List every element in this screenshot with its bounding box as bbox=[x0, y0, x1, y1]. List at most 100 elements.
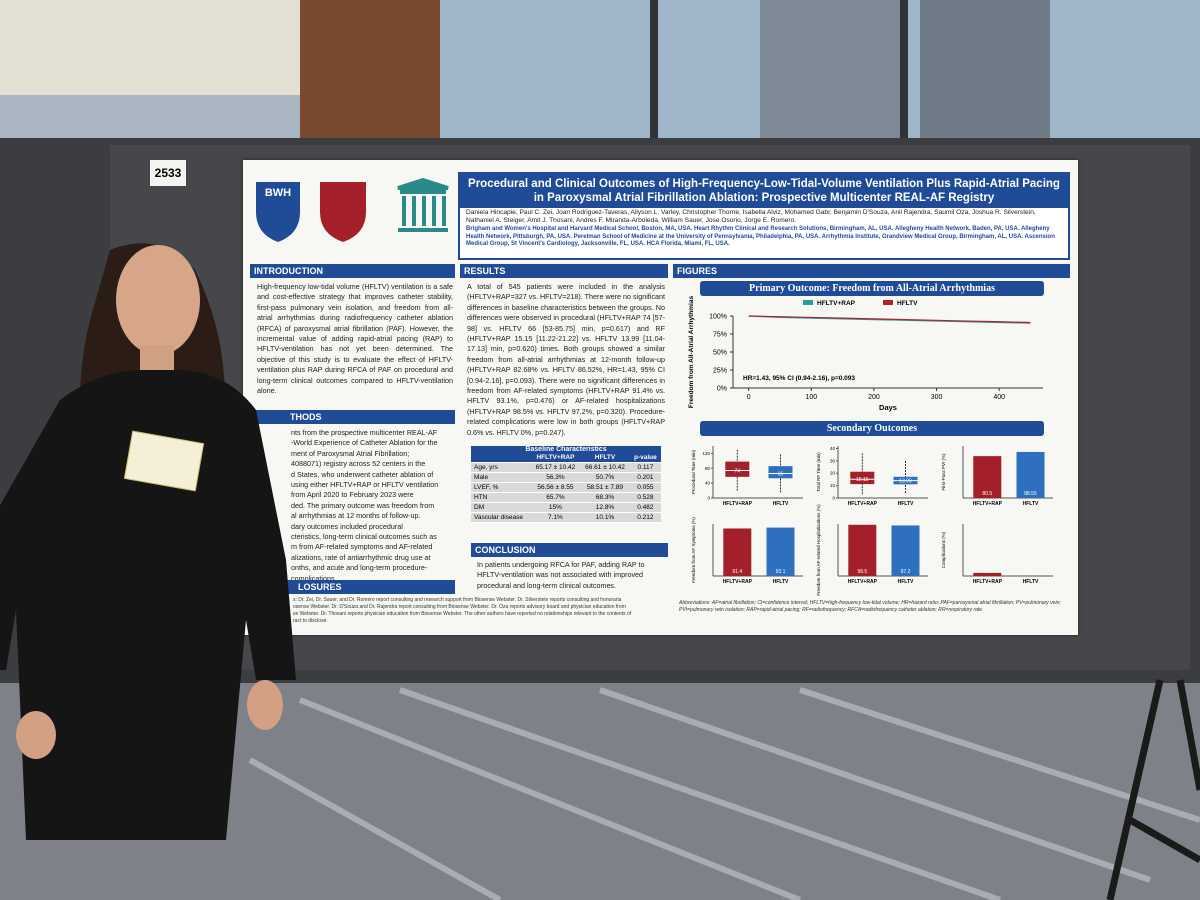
easel bbox=[1106, 679, 1200, 900]
annotation: HR=1.43, 95% CI (0.94-2.16), p=0.093 bbox=[743, 375, 855, 382]
authors: Daniela Hincapie, Paul C. Zei, Joan Rodr… bbox=[466, 209, 1036, 224]
hand bbox=[247, 680, 283, 730]
building bbox=[760, 0, 900, 140]
x-tick-label: HFLTV bbox=[773, 579, 789, 585]
methods-line: dary outcomes included procedural bbox=[291, 521, 403, 531]
value-label: 91.4 bbox=[732, 569, 742, 575]
hand bbox=[16, 711, 56, 759]
name-badge bbox=[123, 430, 205, 492]
x-tick-label: HFLTV+RAP bbox=[848, 579, 878, 585]
table-cell: 56.3% bbox=[530, 472, 581, 483]
methods-line: alizations, rate of antiarrhythmic drug … bbox=[291, 552, 431, 562]
x-axis-label: Days bbox=[879, 403, 897, 412]
legend-label: HFLTV bbox=[897, 300, 918, 307]
window bbox=[0, 95, 300, 145]
abbreviations: Abbreviations: AF=atrial fibrillation; C… bbox=[679, 600, 1061, 613]
table-cell: Male bbox=[471, 472, 531, 483]
survival-curve bbox=[748, 315, 1031, 324]
introduction-text: High-frequency low-tidal volume (HFLTV) … bbox=[257, 282, 453, 396]
arm bbox=[20, 560, 70, 740]
x-tick-label: 300 bbox=[931, 394, 943, 401]
y-tick-label: 50% bbox=[713, 350, 727, 357]
box bbox=[850, 471, 875, 485]
x-tick-label: HFLTV+RAP bbox=[723, 579, 753, 585]
methods-line: from April 2020 to February 2023 were bbox=[291, 490, 414, 500]
table-row: DM 15% 12.8% 0.482 bbox=[471, 502, 661, 513]
figure-title: Secondary Outcomes bbox=[700, 421, 1044, 436]
methods-line: -World Experience of Catheter Ablation f… bbox=[291, 438, 438, 448]
face bbox=[116, 245, 200, 355]
figure-title: Primary Outcome: Freedom from All-Atrial… bbox=[700, 281, 1044, 296]
x-tick-label: HFLTV+RAP bbox=[973, 579, 1003, 585]
value-label: 0.6 bbox=[984, 569, 991, 575]
x-tick-label: 400 bbox=[993, 394, 1005, 401]
table-cell: 12.8% bbox=[580, 502, 630, 513]
section-heading: THODS bbox=[250, 410, 455, 424]
x-tick-label: HFLTV bbox=[898, 501, 914, 507]
methods-line: onths, and acute and long-term procedure… bbox=[291, 563, 428, 573]
table-title: Baseline Characteristics bbox=[471, 446, 661, 453]
title-box: Procedural and Clinical Outcomes of High… bbox=[458, 172, 1070, 260]
results-text: A total of 545 patients were included in… bbox=[467, 282, 665, 437]
y-tick-label: 120 bbox=[702, 451, 710, 456]
methods-line: al arrhythmias at 12 months of follow-up… bbox=[291, 511, 421, 521]
value-label: 93.1 bbox=[776, 569, 786, 575]
x-tick-label: HFLTV bbox=[1023, 501, 1039, 507]
y-tick-label: 75% bbox=[713, 332, 727, 339]
bwh-shield bbox=[256, 182, 300, 242]
outfit bbox=[0, 370, 296, 840]
poster: BWH Procedural and Clinical Outcomes of … bbox=[243, 160, 1078, 635]
y-tick-label: 0 bbox=[832, 496, 835, 501]
survival-curve bbox=[748, 315, 1031, 324]
section-heading: CONCLUSION bbox=[471, 543, 668, 557]
box bbox=[768, 466, 793, 479]
disclosure-line: s: Dr. Zei, Dr. Sauer, and Dr. Romero re… bbox=[293, 597, 622, 603]
disclosure-line: ract to disclose. bbox=[293, 618, 328, 624]
table-cell: 15% bbox=[530, 502, 581, 513]
wood-panel bbox=[300, 0, 440, 145]
x-tick-label: 0 bbox=[747, 394, 751, 401]
y-axis-label: First-Pass PVI (%) bbox=[941, 453, 946, 491]
table-header-cell: HFLTV+RAP bbox=[530, 453, 581, 463]
table-cell: Vascular disease bbox=[471, 512, 531, 523]
bar bbox=[1016, 451, 1045, 498]
y-axis-label: Procedural Time (min) bbox=[691, 449, 696, 494]
legend-swatch bbox=[803, 300, 813, 305]
y-tick-label: 100% bbox=[709, 314, 727, 321]
y-tick-label: 20 bbox=[830, 471, 836, 476]
table-cell: 66.61 ± 10.42 bbox=[580, 462, 630, 473]
value-label: 97.2 bbox=[901, 569, 911, 575]
table-row: HTN 65.7% 68.3% 0.528 bbox=[471, 492, 661, 503]
bar bbox=[973, 572, 1002, 576]
x-tick-label: HFLTV+RAP bbox=[848, 501, 878, 507]
logos: BWH bbox=[256, 178, 449, 242]
x-tick-label: 100 bbox=[805, 394, 817, 401]
y-tick-label: 80 bbox=[705, 466, 711, 471]
table-header-cell: p-value bbox=[629, 453, 661, 463]
table-cell: 58.51 ± 7.89 bbox=[580, 482, 630, 493]
methods-text: nts from the prospective multicenter REA… bbox=[291, 428, 456, 584]
disclosures-text: s: Dr. Zei, Dr. Sauer, and Dr. Romero re… bbox=[293, 597, 713, 625]
x-tick-label: HFLTV+RAP bbox=[723, 501, 753, 507]
table-header-row: HFLTV+RAP HFLTV p-value bbox=[471, 453, 661, 463]
y-tick-label: 40 bbox=[830, 446, 836, 451]
section-heading: FIGURES bbox=[673, 264, 1070, 278]
table-cell: 0.055 bbox=[629, 482, 661, 493]
methods-line: ded. The primary outcome was freedom fro… bbox=[291, 500, 435, 510]
y-axis-label: Freedom from AF Symptoms (%) bbox=[691, 517, 696, 583]
bar bbox=[766, 527, 795, 576]
disclosure-line: osense Webster. Dr. D'Souza and Dr. Raje… bbox=[293, 604, 626, 610]
value-label: 98.5 bbox=[857, 569, 867, 575]
baseline-table-wrap: Baseline Characteristics HFLTV+RAP HFLTV p… bbox=[471, 446, 661, 523]
y-tick-label: 40 bbox=[705, 481, 711, 486]
title: Procedural and Clinical Outcomes of High… bbox=[460, 174, 1068, 208]
table-cell: 0.212 bbox=[629, 512, 661, 523]
harvard-shield bbox=[320, 182, 366, 242]
bar bbox=[891, 525, 920, 576]
x-tick-label: HFLTV bbox=[773, 501, 789, 507]
board-number: 2533 bbox=[155, 166, 182, 180]
table-row: Age, yrs 65.17 ± 10.42 66.61 ± 10.42 0.117 bbox=[471, 462, 661, 473]
building-logo bbox=[397, 178, 449, 232]
table-cell: Age, yrs bbox=[471, 462, 531, 473]
